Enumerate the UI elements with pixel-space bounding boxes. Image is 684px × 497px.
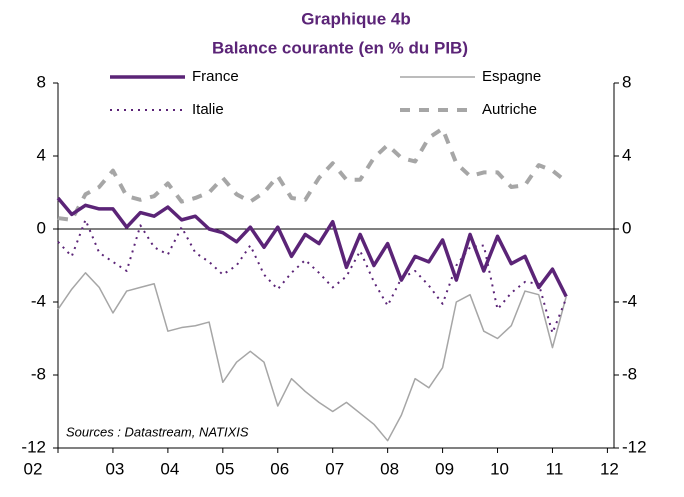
series-line	[57, 272, 567, 442]
y-tick-label: 8	[37, 72, 46, 91]
y2-tick-label: -4	[622, 291, 637, 310]
x-tick-label: 03	[105, 459, 124, 478]
chart-subtitle: Balance courante (en % du PIB)	[212, 38, 468, 57]
source-note: Sources : Datastream, NATIXIS	[66, 424, 249, 439]
y-tick-label: 0	[37, 218, 46, 237]
series-line	[56, 196, 568, 298]
chart-title: Graphique 4b	[301, 9, 411, 28]
x-tick-label: 07	[325, 459, 344, 478]
x-tick-label: 02	[24, 459, 43, 478]
x-tick-label: 06	[270, 459, 289, 478]
x-tick-label: 05	[215, 459, 234, 478]
y-tick-label: -12	[21, 437, 46, 456]
x-tick-label: 12	[600, 459, 619, 478]
series-line	[57, 218, 568, 335]
legend-label: Autriche	[482, 101, 537, 118]
legend-label: Espagne	[482, 68, 541, 85]
legend-label: France	[192, 68, 239, 85]
x-tick-label: 11	[546, 459, 564, 478]
y2-tick-label: -8	[622, 364, 637, 383]
y-tick-label: 4	[37, 145, 46, 164]
y2-tick-label: 8	[622, 72, 631, 91]
y-tick-label: -8	[31, 364, 46, 383]
y-tick-label: -4	[31, 291, 46, 310]
y2-tick-label: 0	[622, 218, 631, 237]
x-tick-label: 09	[435, 459, 454, 478]
legend-label: Italie	[192, 101, 224, 118]
x-tick-label: 04	[160, 459, 179, 478]
x-tick-label: 10	[490, 459, 509, 478]
x-tick-label: 08	[380, 459, 399, 478]
y2-tick-label: 4	[622, 145, 631, 164]
y2-tick-label: -12	[622, 437, 647, 456]
series-line	[57, 126, 568, 222]
